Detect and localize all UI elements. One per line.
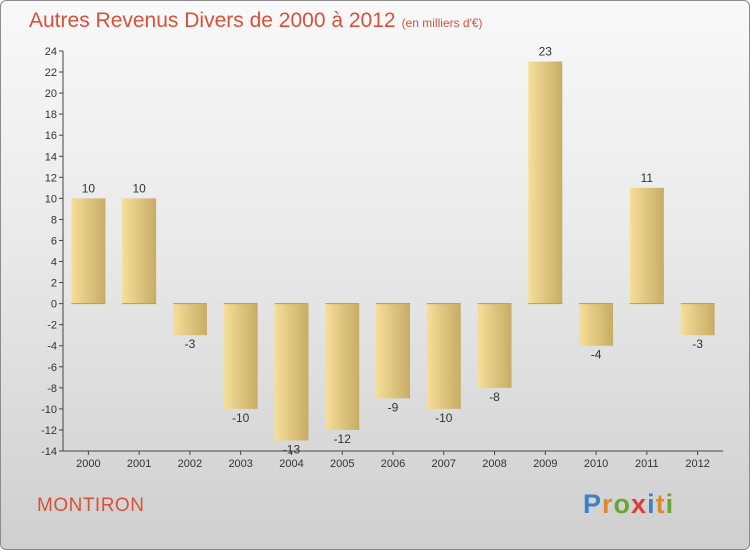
data-label-2007: -10 [435,411,453,425]
data-label-2000: 10 [82,181,96,195]
x-tick-label: 2000 [76,458,100,470]
x-tick-label: 2007 [432,458,456,470]
data-label-2008: -8 [489,390,500,404]
data-label-2002: -3 [185,337,196,351]
x-tick-label: 2005 [330,458,354,470]
bar-2003 [223,303,258,409]
logo-letter: P [583,489,603,519]
bar-2005 [325,303,360,430]
y-tick-label: -14 [41,446,57,458]
bar-2008 [477,303,512,388]
y-tick-label: 6 [51,235,57,247]
bar-2001 [122,198,157,304]
bar-2006 [376,303,410,399]
y-tick-label: 2 [51,278,57,290]
data-label-2011: 11 [641,171,654,185]
y-tick-label: 24 [45,46,57,58]
y-tick-label: -2 [47,320,57,332]
chart-axes: 242220181614121086420-2-4-6-8-10-12-1420… [41,46,723,470]
y-tick-label: -6 [47,362,57,374]
x-tick-label: 2003 [228,458,252,470]
data-label-2006: -9 [388,400,399,414]
y-tick-label: 8 [51,214,57,226]
bar-2007 [426,303,461,409]
y-tick-label: 10 [45,193,57,205]
logo-letter: i [665,489,675,519]
bar-2012 [680,303,715,336]
x-tick-label: 2011 [635,458,659,470]
bar-2000 [71,198,106,304]
x-tick-label: 2010 [584,458,608,470]
y-tick-label: 20 [45,88,57,100]
data-label-2003: -10 [232,411,250,425]
x-tick-label: 2004 [279,458,303,470]
x-tick-label: 2008 [482,458,506,470]
y-tick-label: -10 [41,404,57,416]
chart-data-labels: 10 10 -3 -10 -13 -12 -9 -10 -8 23 -4 11 -3 [82,45,704,457]
y-tick-label: 22 [45,67,57,79]
data-label-2009: 23 [539,45,553,59]
y-tick-label: -8 [47,383,57,395]
x-tick-label: 2001 [127,458,151,470]
logo-letter: x [631,489,648,519]
data-label-2010: -4 [591,348,602,362]
x-tick-label: 2012 [685,458,709,470]
chart-title: Autres Revenus Divers de 2000 à 2012 (en … [29,9,483,33]
data-label-2001: 10 [132,181,146,195]
data-label-2005: -12 [334,432,352,446]
bar-2002 [172,303,207,336]
chart-title-text: Autres Revenus Divers de 2000 à 2012 [29,9,396,32]
bar-2004 [274,303,309,441]
y-tick-label: -12 [41,425,57,437]
chart-subtitle: (en milliers d'€) [401,16,483,30]
bar-2010 [579,303,614,346]
y-tick-label: -4 [47,341,57,353]
logo-letter: t [655,489,666,519]
x-tick-label: 2006 [381,458,405,470]
logo-letter: i [647,489,656,519]
y-tick-label: 4 [51,257,57,269]
y-tick-label: 0 [51,299,57,311]
logo-letter: r [602,489,614,519]
y-tick-label: 14 [45,151,57,163]
x-tick-label: 2009 [533,458,557,470]
bar-2009 [528,61,563,304]
y-tick-label: 16 [45,130,57,142]
chart-bars [71,61,715,441]
y-tick-label: 12 [45,172,57,184]
proxiti-logo: Proxiti [583,489,674,520]
logo-letter: o [613,489,632,519]
x-tick-label: 2002 [178,458,202,470]
bar-2011 [629,187,664,304]
data-label-2012: -3 [692,337,703,351]
data-label-2004: -13 [283,442,301,456]
town-name: MONTIRON [37,495,145,516]
y-tick-label: 18 [45,109,57,121]
